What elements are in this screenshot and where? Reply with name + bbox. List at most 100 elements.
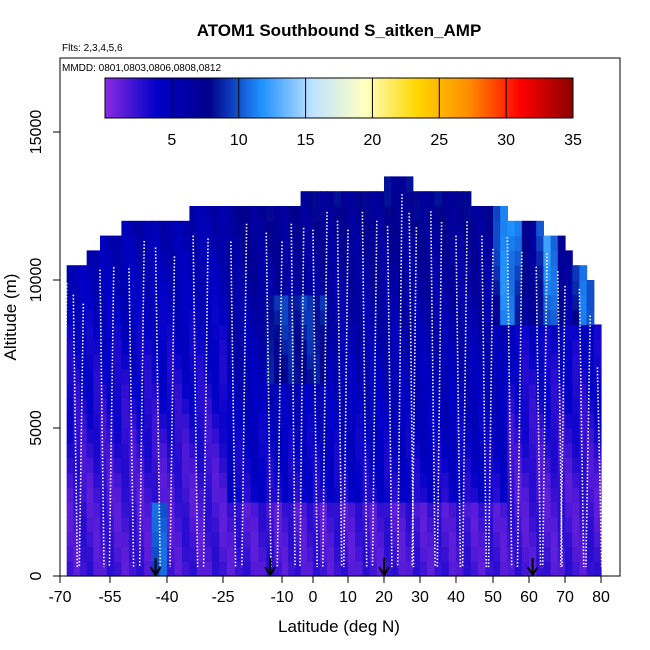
heatmap-cell xyxy=(529,487,537,503)
heatmap-cell xyxy=(593,398,602,414)
heatmap-cell xyxy=(441,561,450,577)
heatmap-cell xyxy=(470,472,479,488)
heatmap-cell xyxy=(391,250,399,266)
heatmap-cell xyxy=(405,220,414,237)
heatmap-cell xyxy=(405,339,414,355)
heatmap-cell xyxy=(398,516,407,533)
heatmap-cell xyxy=(144,531,153,547)
heatmap-cell xyxy=(274,339,283,355)
heatmap-cell xyxy=(93,324,101,340)
heatmap-cell xyxy=(362,383,371,399)
heatmap-cell xyxy=(434,324,443,340)
heatmap-cell xyxy=(398,472,407,488)
heatmap-cell xyxy=(441,502,450,518)
heatmap-cell xyxy=(586,309,595,325)
heatmap-cell xyxy=(456,280,464,296)
heatmap-cell xyxy=(174,428,183,444)
heatmap-cell xyxy=(129,339,138,355)
heatmap-cell xyxy=(376,487,385,503)
heatmap-cell xyxy=(250,324,259,340)
heatmap-cell xyxy=(348,383,356,399)
heatmap-cell xyxy=(557,250,566,266)
heatmap-cell xyxy=(550,324,559,340)
heatmap-cell xyxy=(196,442,205,459)
heatmap-cell xyxy=(341,206,349,222)
heatmap-cell xyxy=(514,546,523,562)
heatmap-cell xyxy=(282,294,289,311)
heatmap-cell xyxy=(470,280,479,296)
heatmap-cell xyxy=(478,339,487,355)
heatmap-cell xyxy=(536,354,544,370)
heatmap-cell xyxy=(514,280,523,296)
heatmap-cell xyxy=(274,206,283,222)
heatmap-cell xyxy=(572,457,580,473)
heatmap-cell xyxy=(384,487,392,503)
heatmap-cell xyxy=(106,354,115,370)
heatmap-cell xyxy=(136,368,145,385)
heatmap-cell xyxy=(294,309,302,325)
heatmap-cell xyxy=(434,561,443,577)
heatmap-cell xyxy=(226,280,236,296)
heatmap-cell xyxy=(565,265,573,281)
heatmap-cell xyxy=(226,368,236,385)
heatmap-cell xyxy=(113,428,122,444)
heatmap-cell xyxy=(313,265,321,281)
heatmap-cell xyxy=(196,457,205,473)
heatmap-cell xyxy=(384,457,392,473)
heatmap-cell xyxy=(266,428,275,444)
heatmap-cell xyxy=(219,472,228,488)
heatmap-cell xyxy=(434,516,443,533)
heatmap-cell xyxy=(500,280,508,296)
x-tick-label: -70 xyxy=(48,589,71,606)
heatmap-cell xyxy=(113,280,122,296)
heatmap-cell xyxy=(441,191,450,207)
heatmap-cell xyxy=(572,442,580,459)
heatmap-cell xyxy=(470,294,479,311)
heatmap-cell xyxy=(420,324,428,340)
heatmap-cell xyxy=(159,531,168,547)
heatmap-cell xyxy=(151,383,160,399)
heatmap-cell xyxy=(300,368,308,385)
heatmap-cell xyxy=(572,354,580,370)
heatmap-cell xyxy=(234,280,244,296)
heatmap-cell xyxy=(80,502,88,518)
heatmap-cell xyxy=(543,472,552,488)
heatmap-cell xyxy=(434,398,443,414)
heatmap-cell xyxy=(151,516,160,533)
heatmap-cell xyxy=(348,280,356,296)
heatmap-cell xyxy=(282,368,289,385)
heatmap-cell xyxy=(398,339,407,355)
flight-profile xyxy=(169,256,176,568)
heatmap-cell xyxy=(536,383,544,399)
heatmap-cell xyxy=(306,280,314,296)
heatmap-cell xyxy=(100,502,108,518)
heatmap-cell xyxy=(521,339,530,355)
flight-profile xyxy=(72,294,79,568)
heatmap-cell xyxy=(348,191,356,207)
heatmap-cell xyxy=(100,531,108,547)
heatmap-cell xyxy=(121,516,130,533)
heatmap-cell xyxy=(536,220,544,237)
heatmap-cell xyxy=(478,428,487,444)
heatmap-cell xyxy=(362,368,371,385)
chart-title: ATOM1 Southbound S_aitken_AMP xyxy=(197,21,482,40)
heatmap-cell xyxy=(204,250,213,266)
heatmap-cell xyxy=(274,235,283,251)
heatmap-cell xyxy=(266,220,275,237)
flight-profile xyxy=(343,229,349,568)
heatmap-cell xyxy=(313,457,321,473)
heatmap-cell xyxy=(420,220,428,237)
heatmap-cell xyxy=(144,413,153,429)
heatmap-cell xyxy=(463,280,472,296)
heatmap-cell xyxy=(550,516,559,533)
heatmap-cell xyxy=(398,206,407,222)
heatmap-cell xyxy=(572,368,580,385)
heatmap-cell xyxy=(327,457,335,473)
heatmap-cell xyxy=(441,383,450,399)
heatmap-cell xyxy=(300,309,308,325)
heatmap-cell xyxy=(129,368,138,385)
heatmap-cell xyxy=(557,294,566,311)
heatmap-cell xyxy=(121,309,130,325)
heatmap-cell xyxy=(463,339,472,355)
heatmap-cell xyxy=(485,428,494,444)
